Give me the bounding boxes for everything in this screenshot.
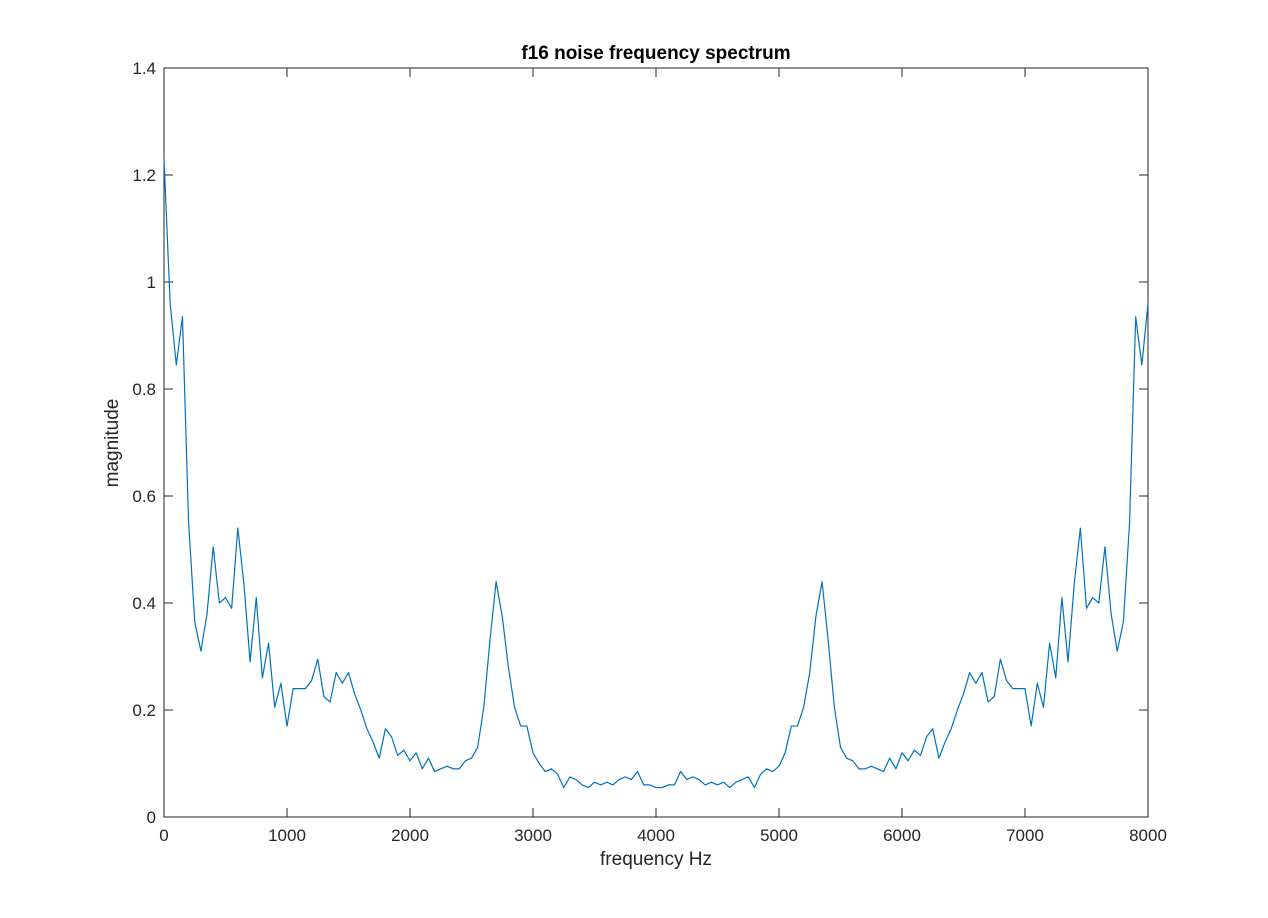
y-tick-label: 0.8	[132, 380, 156, 399]
y-tick-label: 1.4	[132, 59, 156, 78]
x-tick-label: 7000	[1006, 826, 1044, 845]
axis-ticks	[163, 67, 1149, 818]
x-tick-label: 3000	[514, 826, 552, 845]
x-tick-label: 5000	[760, 826, 798, 845]
x-tick-label: 6000	[883, 826, 921, 845]
y-tick-label: 0.6	[132, 487, 156, 506]
x-tick-label: 1000	[268, 826, 306, 845]
y-axis-label: magnitude	[102, 399, 123, 488]
x-tick-label: 8000	[1129, 826, 1167, 845]
x-tick-label: 4000	[637, 826, 675, 845]
x-axis-label: frequency Hz	[600, 849, 712, 870]
x-tick-label: 2000	[391, 826, 429, 845]
y-tick-label: 0.2	[132, 701, 156, 720]
plot-area	[163, 67, 1149, 818]
y-tick-label: 0	[147, 808, 156, 827]
series-line	[163, 158, 1149, 789]
y-tick-label: 0.4	[132, 594, 156, 613]
chart-title: f16 noise frequency spectrum	[521, 43, 790, 64]
x-tick-label: 0	[159, 826, 168, 845]
y-tick-label: 1.2	[132, 166, 156, 185]
axis-tick-labels: 0 1000 2000 3000 4000 5000 6000 7000 8000 0 0.2 0.4…	[132, 59, 1167, 845]
y-tick-label: 1	[147, 273, 156, 292]
